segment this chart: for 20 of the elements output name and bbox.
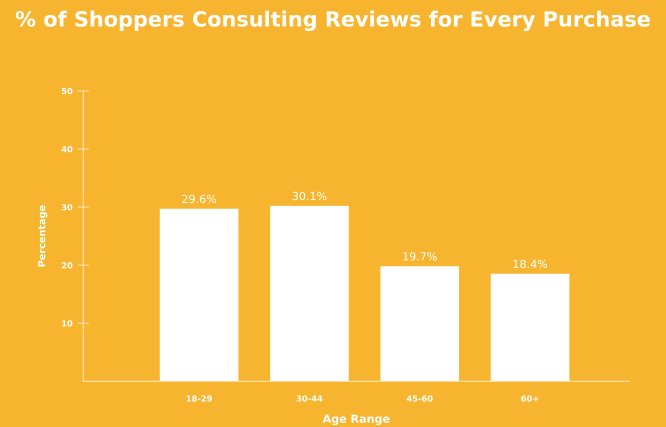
x-tick-label: 18-29 [186,395,212,402]
x-tick-label: 60+ [521,395,538,402]
data-label: 30.1% [292,192,326,200]
y-tick-label: 30 [62,204,72,210]
x-tick-label: 45-60 [406,395,433,402]
y-tick-label: 40 [62,146,72,152]
y-axis-title: Percentage [38,205,48,267]
data-label: 29.6% [182,194,216,204]
bar [490,274,570,382]
data-label: 18.4% [514,260,548,268]
x-axis-title: Age Range [322,414,390,426]
chart-title: % of Shoppers Consulting Reviews for Every Purchase [16,10,650,31]
x-tick-label: 30-44 [296,395,322,402]
bar [270,206,349,382]
y-tick-label: 10 [62,320,72,327]
y-tick-label: 50 [62,88,72,94]
data-label: 19.7% [403,252,437,261]
y-tick-label: 20 [62,262,72,268]
bar [160,208,238,382]
bar [380,266,460,382]
